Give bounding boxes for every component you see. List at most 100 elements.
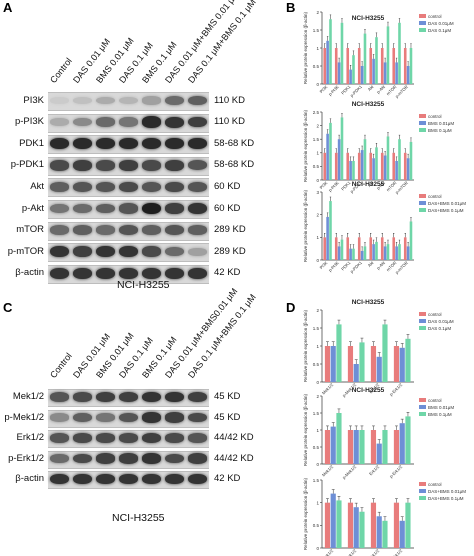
bar	[372, 158, 375, 180]
x-tick-label: PI3K	[318, 84, 328, 94]
y-tick-label: 2	[316, 123, 319, 128]
bar	[406, 66, 410, 84]
legend-swatch	[419, 201, 426, 205]
y-tick-label: 0.5	[313, 523, 320, 528]
legend-label: DAS+BMS 0.01μM	[428, 201, 466, 206]
protein-band	[119, 96, 138, 105]
bar	[323, 237, 327, 260]
protein-band	[96, 117, 115, 127]
protein-band	[50, 181, 69, 192]
blot-c-caption: NCI-H3255	[112, 512, 165, 524]
protein-band	[73, 159, 92, 171]
x-tick-label: Mek1/2	[321, 382, 335, 396]
protein-band	[119, 225, 138, 236]
bar	[353, 364, 359, 382]
legend-label: BMS 0.1μM	[428, 412, 452, 417]
x-tick-label: Mek1/2	[321, 464, 335, 478]
chart-title: NCI-H3255	[352, 101, 385, 108]
molecular-weight-label: 44/42 KD	[214, 432, 254, 443]
bar	[330, 346, 336, 382]
protein-label: p-Mek1/2	[4, 411, 44, 423]
protein-band	[188, 433, 207, 443]
protein-band	[165, 391, 184, 403]
protein-band	[188, 138, 207, 150]
protein-band	[165, 473, 184, 485]
legend-swatch	[419, 28, 426, 32]
bar	[395, 160, 398, 180]
bar	[329, 201, 332, 260]
bar	[363, 33, 367, 84]
protein-band	[142, 246, 161, 257]
protein-band	[50, 225, 69, 235]
bar	[340, 239, 344, 260]
protein-band	[96, 160, 115, 171]
protein-band	[165, 267, 184, 279]
panel-letter-c: C	[3, 300, 13, 315]
protein-band	[96, 433, 115, 443]
legend-label: BMS 0.01μM	[428, 405, 454, 410]
x-tick-label: p-Akt	[376, 260, 387, 271]
protein-band	[119, 159, 138, 171]
bar	[337, 139, 341, 180]
bar	[352, 55, 355, 84]
blot-a-caption: NCI-H3255	[117, 279, 170, 291]
molecular-weight-label: 289 KD	[214, 224, 246, 236]
bar	[347, 430, 354, 464]
x-tick-label: p-Akt	[376, 180, 387, 191]
protein-band	[119, 433, 138, 443]
protein-band	[73, 96, 92, 105]
protein-band	[165, 159, 184, 171]
protein-band	[50, 454, 69, 463]
protein-label: p-PI3K	[14, 116, 44, 128]
protein-band	[119, 117, 138, 127]
protein-band	[188, 116, 207, 128]
protein-band	[188, 95, 207, 106]
bar	[393, 346, 400, 382]
bar	[380, 48, 384, 84]
protein-band	[142, 225, 161, 235]
protein-band	[165, 412, 184, 423]
protein-band	[165, 138, 184, 150]
protein-band	[73, 412, 92, 423]
bar	[352, 160, 355, 180]
bar	[357, 48, 361, 84]
bar	[360, 66, 364, 84]
y-tick-label: 0.5	[313, 445, 320, 450]
legend-label: control	[428, 398, 442, 403]
bar	[329, 122, 332, 180]
legend-label: control	[428, 482, 442, 487]
bar	[405, 416, 411, 464]
bar	[405, 338, 411, 382]
protein-band	[119, 203, 138, 214]
bar	[353, 507, 359, 548]
x-tick-label: p-Akt	[376, 84, 387, 95]
protein-label: p-PDK1	[10, 159, 44, 171]
protein-band	[73, 267, 92, 279]
bar	[392, 237, 396, 260]
legend-label: control	[428, 114, 442, 119]
bar	[375, 147, 378, 180]
x-tick-label: p-mTOR	[394, 84, 409, 99]
molecular-weight-label: 58-68 KD	[214, 137, 255, 149]
protein-band	[50, 97, 69, 104]
bar	[380, 152, 384, 180]
bar	[403, 237, 407, 260]
protein-band	[188, 247, 207, 256]
bar	[403, 152, 407, 180]
legend-swatch	[419, 398, 426, 402]
protein-band	[96, 181, 115, 192]
protein-band	[142, 181, 161, 192]
bar	[369, 152, 373, 180]
bar	[324, 430, 331, 464]
legend-swatch	[419, 405, 426, 409]
bar	[323, 152, 327, 180]
protein-band	[50, 246, 69, 258]
x-tick-label: p-PDK1	[349, 260, 363, 274]
y-tick-label: 1	[316, 235, 319, 240]
bar	[363, 139, 367, 180]
bar	[376, 356, 382, 382]
protein-band	[96, 473, 115, 485]
x-tick-label: Akt	[367, 84, 375, 92]
molecular-weight-label: 44/42 KD	[214, 452, 254, 464]
bar	[326, 40, 329, 84]
